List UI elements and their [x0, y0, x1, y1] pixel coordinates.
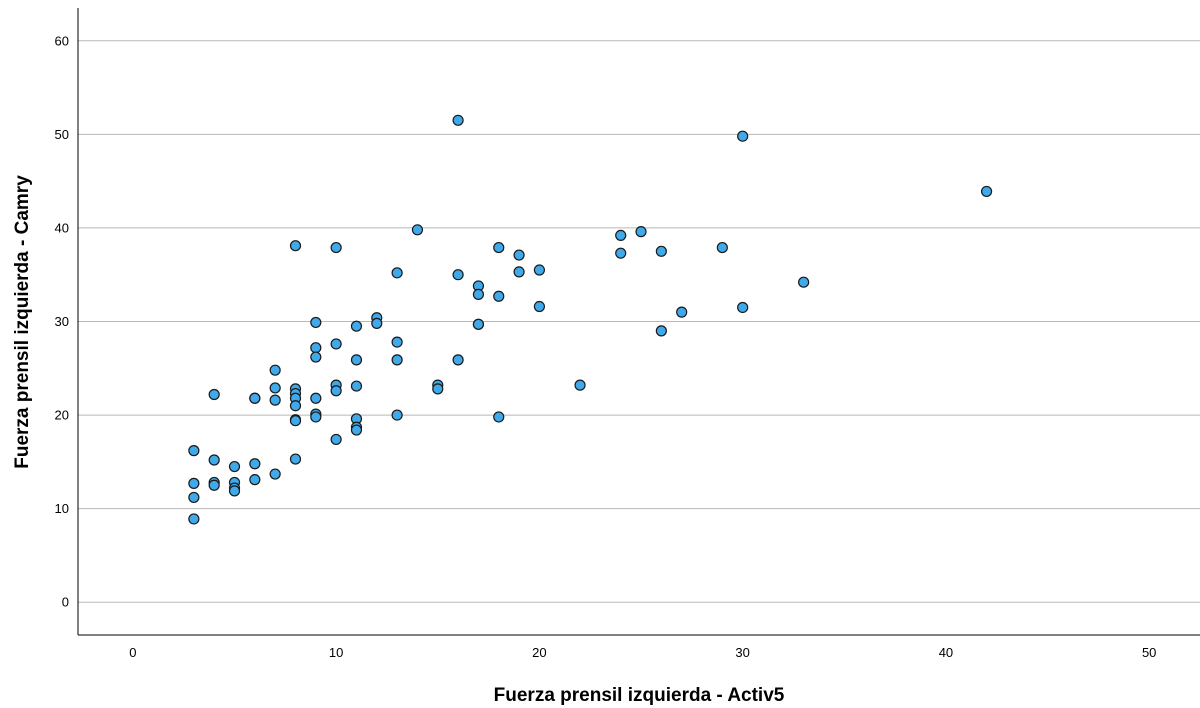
data-point [330, 385, 342, 397]
data-point [289, 453, 302, 465]
data-point [655, 245, 667, 257]
data-point [350, 380, 363, 392]
data-point [208, 454, 220, 466]
data-point [391, 354, 403, 366]
data-point [188, 513, 200, 525]
data-point [391, 336, 403, 348]
data-point [188, 491, 200, 504]
data-point [269, 468, 281, 480]
data-point [289, 400, 302, 412]
data-point [533, 300, 546, 313]
data-point [533, 264, 546, 276]
data-point [330, 433, 342, 446]
data-point [228, 485, 241, 497]
data-points [188, 114, 993, 525]
gridlines [78, 40, 1200, 603]
x-tick-label: 0 [129, 645, 136, 660]
data-point [269, 364, 281, 376]
data-point [350, 320, 363, 332]
x-tick-label: 20 [532, 645, 546, 660]
data-point [391, 267, 403, 279]
data-point [269, 382, 281, 394]
data-point [249, 458, 261, 470]
data-point [249, 392, 261, 404]
data-point [411, 224, 424, 236]
x-axis-title: Fuerza prensil izquierda - Activ5 [494, 685, 785, 706]
data-point [249, 474, 261, 486]
data-point [330, 338, 342, 350]
data-point [737, 301, 749, 314]
data-point [310, 342, 322, 354]
data-point [228, 460, 241, 473]
x-tick-label: 40 [939, 645, 953, 660]
y-tick-labels: 0 10 20 30 40 50 60 [55, 33, 69, 609]
data-point [269, 394, 281, 406]
data-point [737, 130, 749, 142]
data-point [371, 317, 383, 329]
data-point [350, 354, 363, 366]
data-point [208, 479, 220, 491]
data-point [472, 288, 485, 300]
data-point [574, 379, 586, 391]
y-tick-label: 50 [55, 127, 69, 142]
data-point [391, 409, 403, 421]
data-point [310, 411, 322, 423]
data-point [188, 477, 200, 489]
data-point [493, 241, 505, 254]
y-tick-label: 0 [62, 595, 69, 610]
data-point [493, 411, 505, 423]
data-point [452, 354, 464, 366]
data-point [289, 415, 302, 427]
data-point [350, 424, 363, 436]
data-point [310, 316, 322, 329]
y-tick-label: 40 [55, 220, 69, 235]
data-point [513, 266, 525, 278]
data-point [798, 276, 810, 288]
x-tick-label: 50 [1142, 645, 1156, 660]
data-point [310, 392, 322, 404]
data-point [635, 226, 647, 238]
y-tick-label: 20 [55, 408, 69, 423]
x-tick-label: 10 [329, 645, 343, 660]
y-axis-title: Fuerza prensil izquierda - Camry [12, 175, 33, 469]
data-point [716, 241, 728, 254]
data-point [208, 388, 220, 401]
y-tick-label: 30 [55, 314, 69, 329]
data-point [452, 114, 464, 126]
data-point [330, 241, 342, 254]
data-point [188, 445, 200, 457]
data-point [432, 383, 444, 395]
x-tick-label: 30 [735, 645, 749, 660]
x-tick-labels: 0 10 20 30 40 50 [129, 645, 1156, 660]
data-point [452, 269, 464, 281]
data-point [472, 318, 485, 330]
data-point [493, 290, 505, 302]
data-point [980, 185, 993, 198]
data-point [310, 351, 322, 363]
data-point [615, 247, 627, 259]
data-point [676, 306, 688, 318]
y-tick-label: 60 [55, 33, 69, 48]
data-point [289, 240, 302, 252]
data-point [513, 249, 525, 261]
data-point [615, 229, 627, 242]
y-tick-label: 10 [55, 501, 69, 516]
data-point [655, 325, 667, 337]
